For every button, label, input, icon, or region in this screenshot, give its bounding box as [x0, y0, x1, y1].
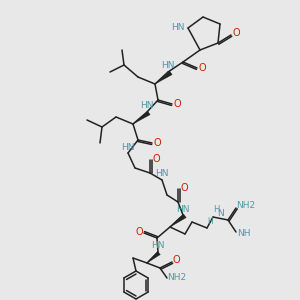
Polygon shape — [170, 214, 186, 227]
Polygon shape — [147, 251, 160, 263]
Text: H: H — [207, 217, 213, 226]
Text: O: O — [232, 28, 240, 38]
Text: O: O — [135, 227, 143, 237]
Text: O: O — [198, 63, 206, 73]
Text: HN: HN — [176, 205, 190, 214]
Text: HN: HN — [155, 169, 169, 178]
Text: HN: HN — [151, 242, 165, 250]
Text: O: O — [172, 255, 180, 265]
Polygon shape — [133, 111, 150, 124]
Text: H: H — [213, 206, 219, 214]
Text: HN: HN — [140, 101, 154, 110]
Text: NH: NH — [237, 230, 251, 238]
Text: NH2: NH2 — [236, 200, 256, 209]
Text: HN: HN — [171, 22, 185, 32]
Text: O: O — [173, 99, 181, 109]
Text: O: O — [152, 154, 160, 164]
Polygon shape — [155, 71, 172, 84]
Text: O: O — [180, 183, 188, 193]
Text: N: N — [218, 208, 224, 217]
Text: HN: HN — [121, 142, 135, 152]
Text: O: O — [153, 138, 161, 148]
Text: HN: HN — [161, 61, 175, 70]
Text: NH2: NH2 — [167, 274, 187, 283]
